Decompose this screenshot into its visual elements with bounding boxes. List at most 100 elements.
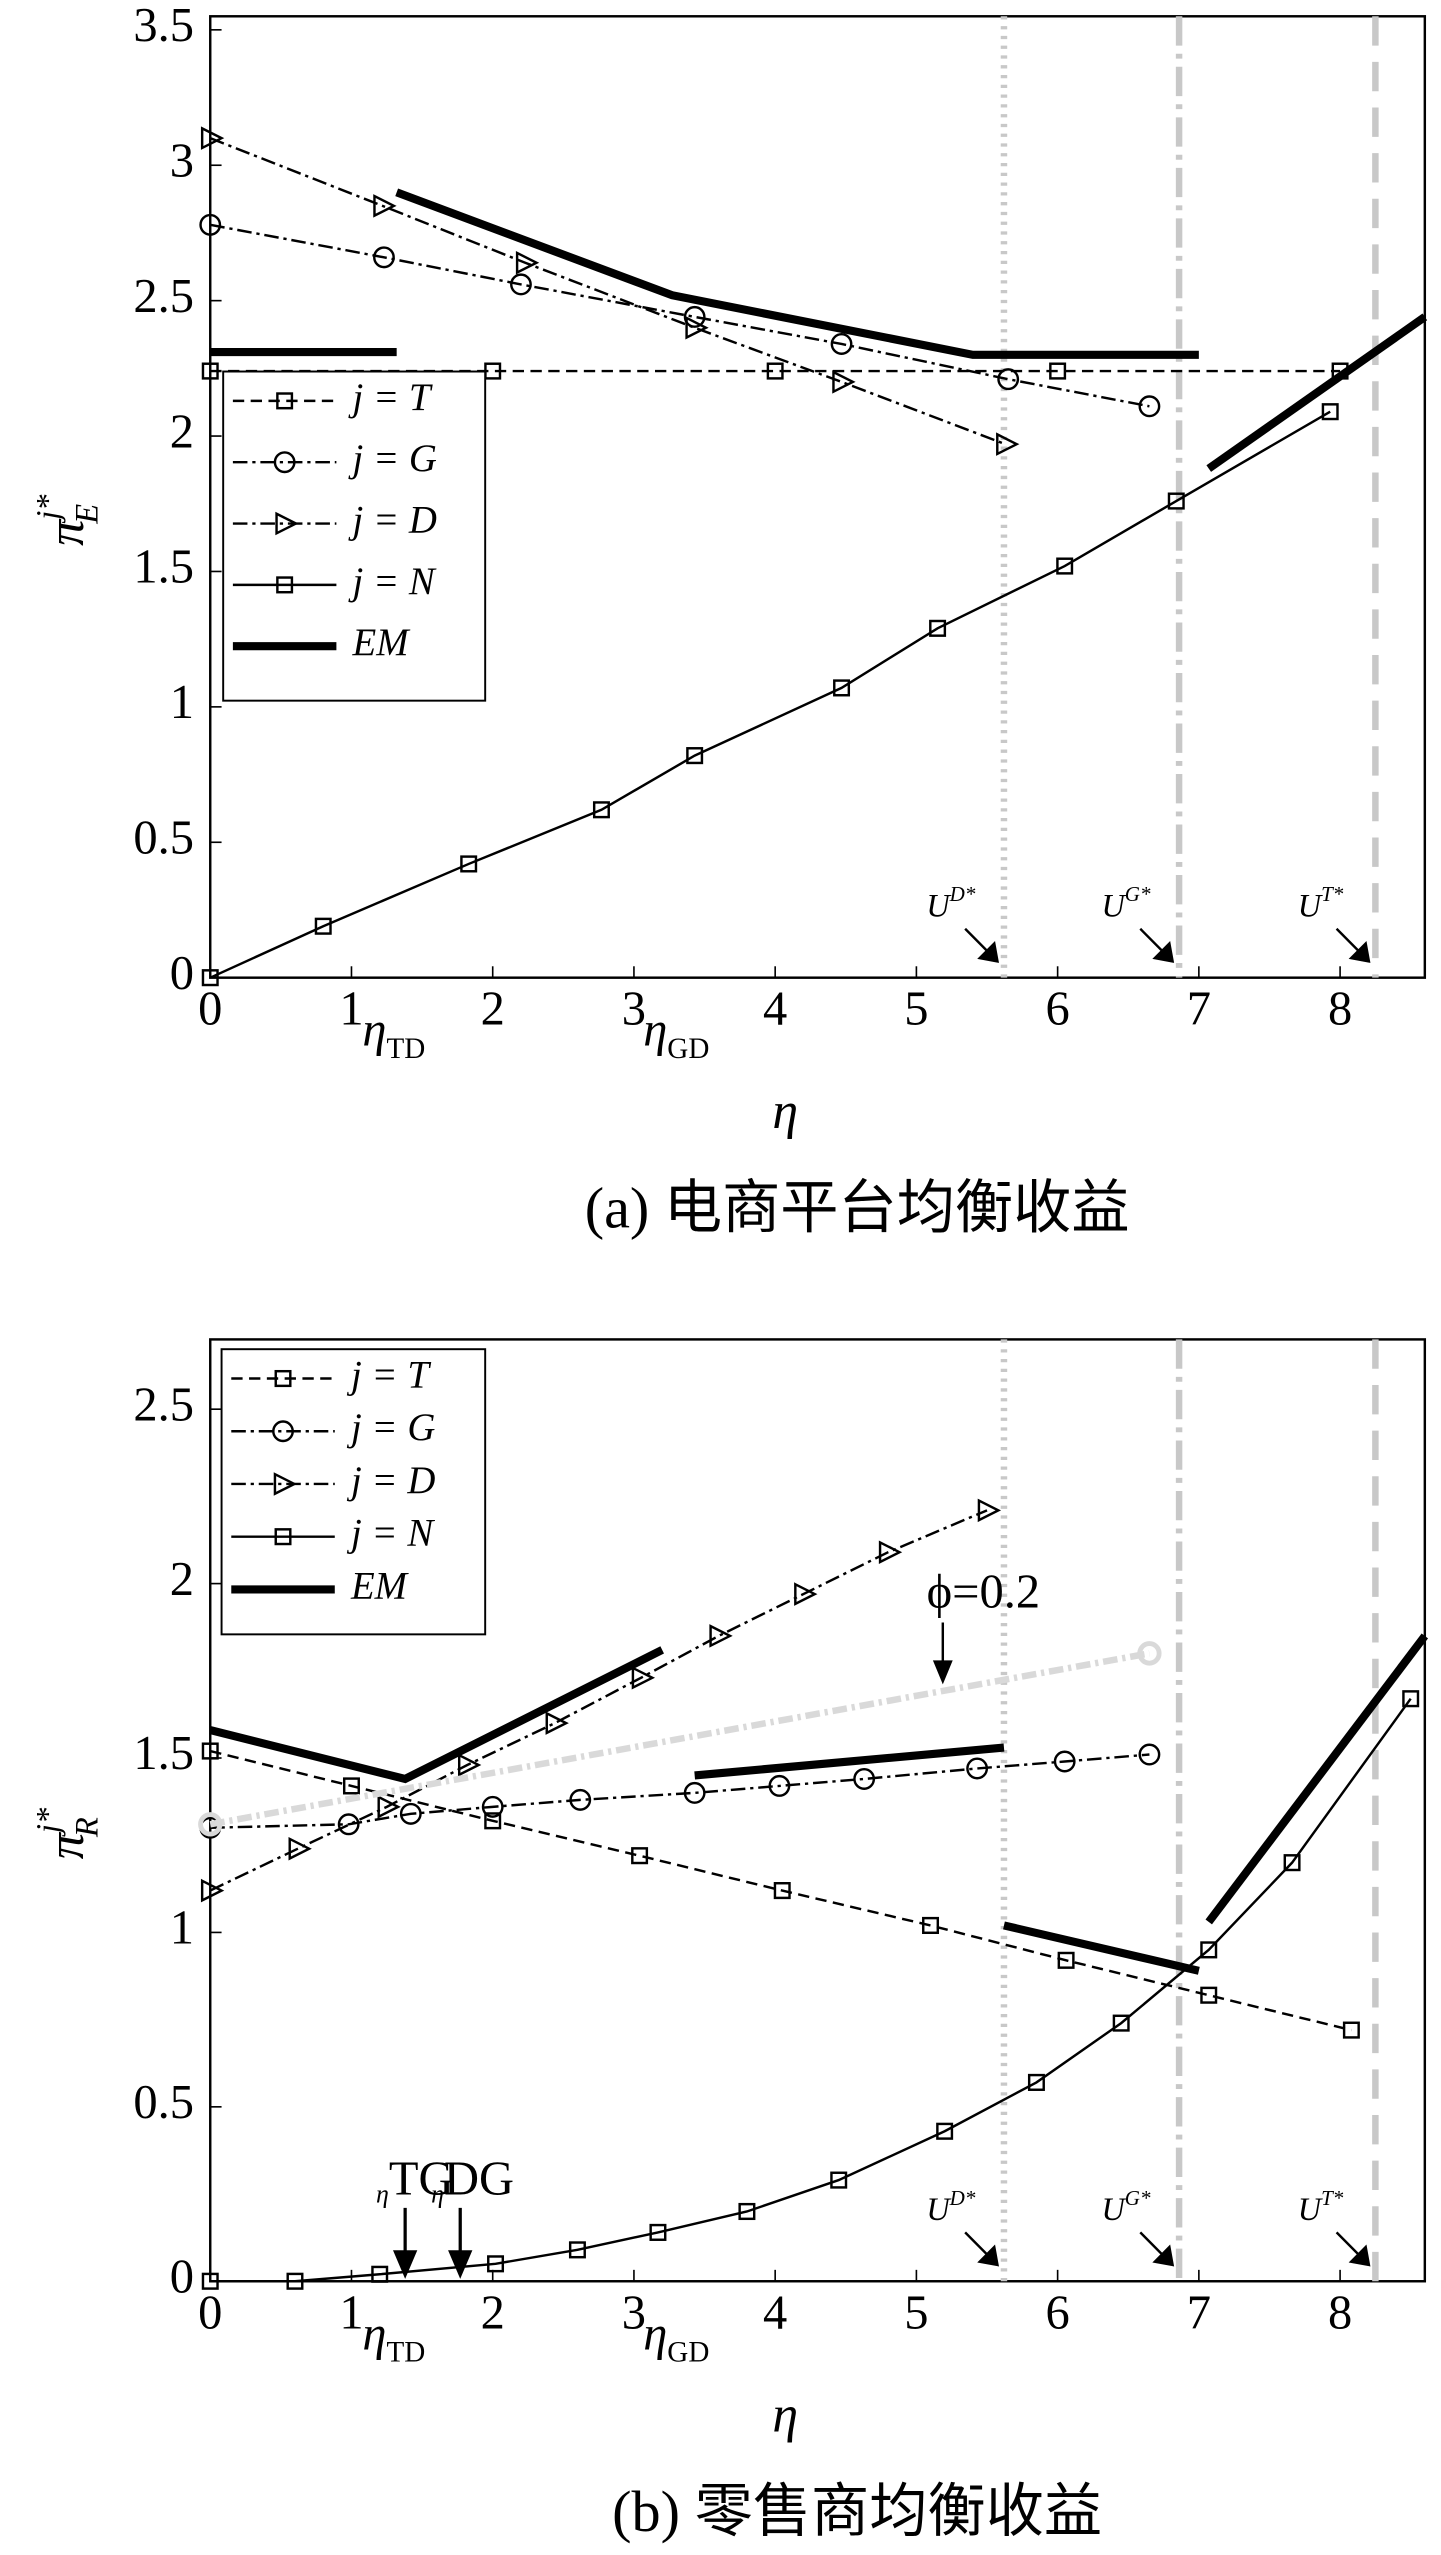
y-tick-label: 0 [170, 2249, 194, 2303]
series-line [1205, 1633, 1429, 1925]
data-point [371, 2265, 389, 2283]
data-point [830, 2171, 848, 2189]
data-point [377, 1795, 401, 1819]
data-point [1167, 492, 1185, 510]
y-label-subscript: R [70, 1817, 106, 1838]
eta-subscript: GD [667, 1033, 709, 1065]
plot-frame [209, 15, 1427, 979]
legend-label: j = D [346, 1459, 435, 1502]
data-point [773, 1882, 791, 1900]
marker [510, 273, 532, 296]
y-tick-label: 2 [170, 1552, 194, 1606]
series-line [1003, 1921, 1200, 1975]
data-point [631, 1666, 656, 1690]
y-axis-label: πj* R [31, 1807, 106, 1859]
marker [922, 1916, 940, 1935]
marker [766, 362, 784, 380]
data-point [457, 1753, 482, 1777]
x-tick-label: 3 [622, 982, 646, 1036]
data-point [1112, 2014, 1130, 2032]
marker [686, 747, 704, 765]
data-point [794, 1582, 818, 1606]
legend-label: j = G [346, 1406, 435, 1449]
marker [545, 1711, 569, 1735]
marker [272, 1420, 294, 1443]
threshold-superscript: G* [1125, 2186, 1151, 2210]
marker [1053, 1750, 1076, 1773]
data-point [738, 2202, 756, 2221]
marker [977, 1498, 1002, 1523]
arrow-text: TG [389, 2152, 454, 2206]
eta-label: ηTD [362, 1003, 425, 1065]
marker [200, 126, 225, 150]
y-tick-label: 2.5 [133, 1377, 194, 1431]
threshold-superscript: G* [1125, 882, 1151, 906]
arrow [392, 2207, 418, 2279]
marker [515, 250, 540, 275]
marker [709, 1624, 733, 1648]
data-point [568, 2241, 586, 2259]
y-label-symbol: π [38, 518, 95, 546]
data-point [922, 1916, 940, 1935]
data-point [997, 368, 1020, 391]
marker [460, 855, 478, 873]
marker [288, 1836, 312, 1861]
threshold-label: UG* [1101, 2186, 1150, 2229]
arrow [448, 2207, 473, 2279]
data-point [1283, 1854, 1301, 1872]
marker [337, 1813, 360, 1836]
marker [830, 2171, 848, 2189]
threshold-label: UT* [1298, 882, 1344, 925]
threshold-symbol: U [1298, 2192, 1324, 2228]
data-point [337, 1813, 360, 1836]
eta-symbol: η [362, 2306, 386, 2360]
series-line [209, 410, 1331, 979]
marker [487, 2255, 505, 2273]
data-point [936, 2122, 954, 2140]
data-point [768, 1774, 791, 1797]
data-point [342, 1777, 360, 1795]
marker [457, 1753, 482, 1777]
x-tick-label: 7 [1187, 2285, 1211, 2339]
series-line [209, 1646, 664, 1784]
series-line [210, 1697, 1412, 2283]
marker [569, 1788, 592, 1811]
marker [276, 392, 294, 410]
threshold-symbol: U [926, 889, 952, 925]
data-point [286, 2272, 304, 2290]
y-tick-label: 0.5 [133, 810, 194, 864]
data-point [766, 362, 784, 380]
data-point [1138, 395, 1161, 418]
data-point [569, 1788, 592, 1811]
marker [1321, 403, 1339, 421]
marker [314, 917, 332, 935]
marker [275, 511, 299, 536]
marker [631, 1847, 649, 1865]
arrow-label: ηDG [431, 2152, 514, 2209]
x-tick-label: 1 [339, 2285, 363, 2339]
y-tick-label: 2.5 [133, 269, 194, 323]
threshold-arrow [1335, 2231, 1371, 2267]
series-annotation: ϕ=0.2 [927, 1565, 1041, 1619]
data-point [314, 917, 332, 935]
data-point [515, 250, 540, 275]
data-point [481, 1795, 504, 1818]
y-tick-label: 2 [170, 404, 194, 458]
marker [683, 1781, 706, 1804]
eta-label: ηGD [643, 1003, 709, 1065]
data-point [878, 1540, 903, 1564]
marker [1138, 395, 1161, 418]
data-point [199, 213, 222, 236]
marker [768, 1774, 791, 1797]
data-point [649, 2223, 667, 2241]
x-tick-label: 6 [1046, 2285, 1070, 2339]
x-tick-label: 8 [1328, 2285, 1352, 2339]
series-line [1206, 313, 1428, 472]
marker [568, 2241, 586, 2259]
data-point [484, 1812, 502, 1830]
data-point [460, 855, 478, 873]
threshold-symbol: U [1101, 2192, 1127, 2228]
arrow-eta: η [376, 2179, 389, 2208]
